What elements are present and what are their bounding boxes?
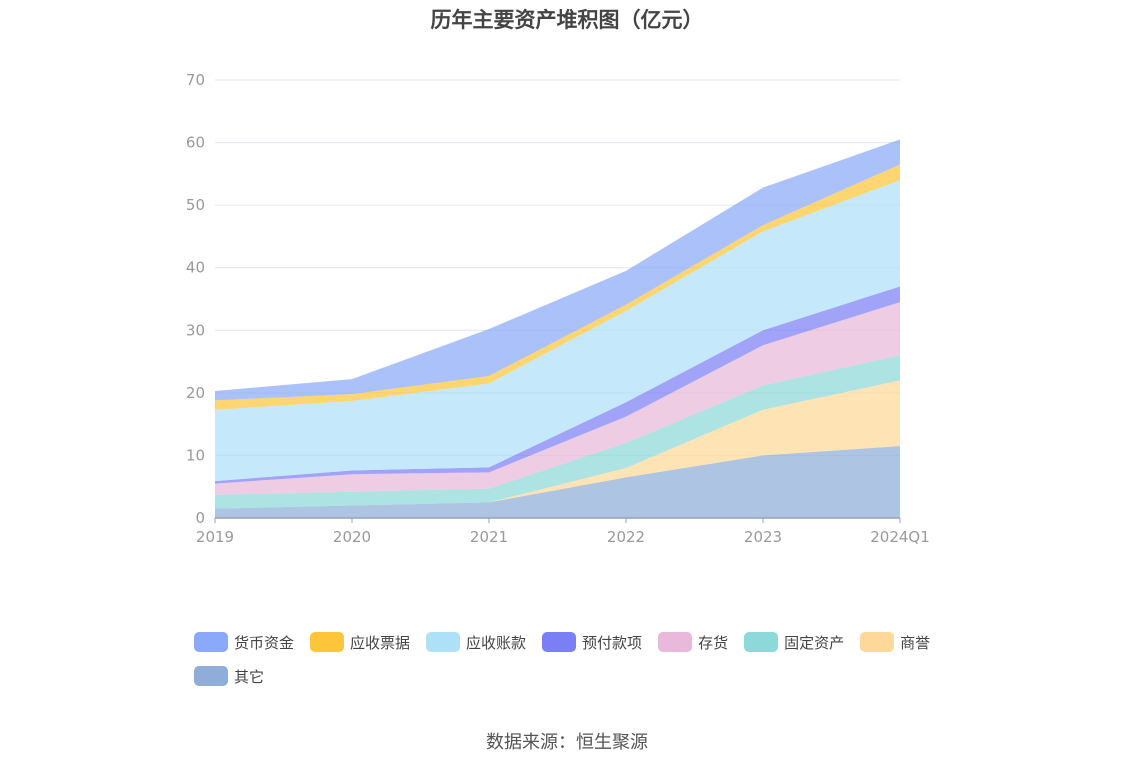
x-tick-label: 2024Q1 <box>870 528 930 546</box>
legend-swatch <box>310 632 345 652</box>
y-tick-label: 20 <box>186 384 205 402</box>
area-series-2 <box>215 355 900 509</box>
legend-swatch <box>194 666 228 686</box>
legend-label: 应收账款 <box>466 633 527 652</box>
legend-item[interactable]: 固定资产 <box>744 630 844 654</box>
area-series-4 <box>215 286 900 484</box>
data-source: 数据来源：恒生聚源 <box>486 732 648 753</box>
y-tick-label: 50 <box>186 196 205 214</box>
area-series-5 <box>215 180 900 482</box>
legend-item[interactable]: 其它 <box>194 664 264 688</box>
legend-swatch <box>542 632 577 652</box>
x-tick-label: 2021 <box>470 528 508 546</box>
legend-swatch <box>744 632 779 652</box>
y-tick-label: 60 <box>186 134 205 152</box>
legend-label: 商誉 <box>900 633 931 652</box>
legend-item[interactable]: 应收票据 <box>310 630 410 654</box>
legend-label: 货币资金 <box>234 633 295 652</box>
legend-item[interactable]: 存货 <box>658 630 728 654</box>
x-tick-label: 2022 <box>607 528 645 546</box>
legend-swatch <box>860 632 895 652</box>
legend-item[interactable]: 预付款项 <box>542 630 642 654</box>
area-series-3 <box>215 302 900 495</box>
legend-label: 其它 <box>234 667 265 686</box>
legend-label: 存货 <box>698 633 729 652</box>
area-series-0 <box>215 446 900 518</box>
legend: 货币资金 应收票据 应收账款 预付款项 存货 固定资产 商誉其它 <box>194 630 974 698</box>
x-tick-label: 2019 <box>196 528 234 546</box>
y-tick-label: 10 <box>186 446 205 464</box>
y-tick-label: 0 <box>195 509 205 527</box>
legend-label: 预付款项 <box>582 633 643 652</box>
legend-label: 应收票据 <box>350 633 411 652</box>
legend-swatch <box>426 632 461 652</box>
area-series-1 <box>215 380 900 509</box>
axes: 0 10 20 30 40 50 60 70 2019 2020 2021 2022 2023 2024Q… <box>186 71 930 546</box>
area-series-7 <box>215 139 900 401</box>
area-series <box>215 139 900 518</box>
y-tick-label: 30 <box>186 321 205 339</box>
y-tick-label: 40 <box>186 259 205 277</box>
legend-swatch <box>194 632 228 652</box>
x-tick-label: 2023 <box>744 528 782 546</box>
legend-label: 固定资产 <box>784 633 845 652</box>
legend-item[interactable]: 商誉 <box>860 630 930 654</box>
legend-item[interactable]: 应收账款 <box>426 630 526 654</box>
x-tick-label: 2020 <box>333 528 371 546</box>
chart-title: 历年主要资产堆积图（亿元） <box>430 8 704 32</box>
y-tick-label: 70 <box>186 71 205 89</box>
legend-swatch <box>658 632 693 652</box>
legend-item[interactable]: 货币资金 <box>194 630 294 654</box>
